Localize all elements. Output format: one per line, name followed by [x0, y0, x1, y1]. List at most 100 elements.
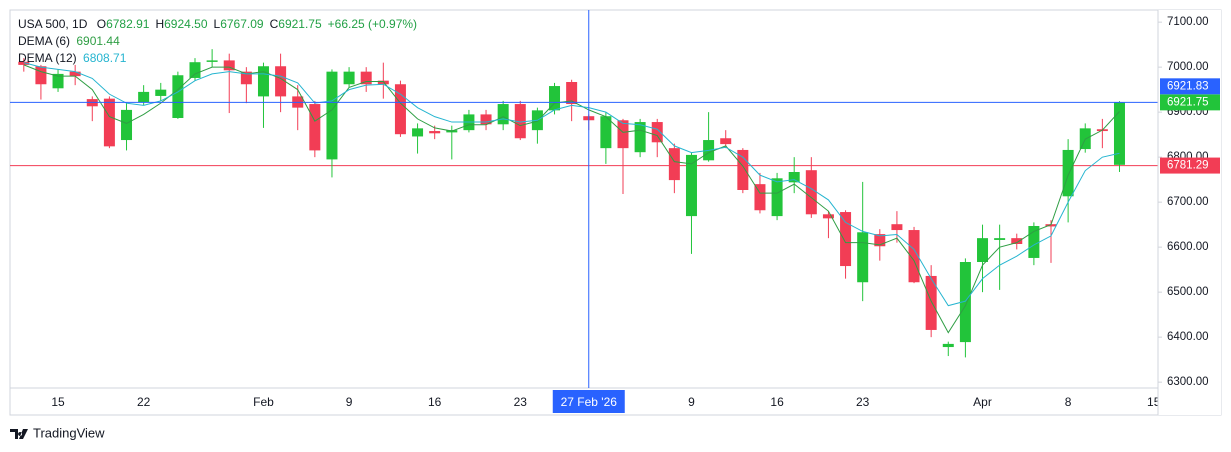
candle-body — [1011, 238, 1023, 244]
x-tick-label: 23 — [856, 395, 870, 409]
candle-body — [257, 66, 269, 97]
x-tick-label: 9 — [346, 395, 353, 409]
legend-name: DEMA (6) — [18, 34, 71, 48]
x-tick-label: 15 — [1147, 395, 1161, 409]
y-tick-label: 6300.00 — [1167, 376, 1209, 388]
crosshair-date-box — [552, 390, 625, 413]
candle-body — [874, 234, 886, 247]
legend-value: 6808.71 — [83, 51, 127, 65]
candle-body — [360, 71, 372, 85]
ohlc-value: 6767.09 — [220, 17, 264, 31]
candle-body — [69, 71, 81, 77]
x-tick-label: 16 — [428, 395, 442, 409]
y-tick-label: 6700.00 — [1167, 196, 1209, 208]
candle-body — [651, 122, 663, 143]
candle-body — [103, 98, 115, 147]
dema-line — [23, 62, 1120, 307]
x-tick-label: 9 — [688, 395, 695, 409]
candle-body — [326, 71, 338, 160]
candle-body — [959, 262, 971, 343]
candle-body — [275, 66, 287, 97]
candle-body — [35, 66, 47, 85]
ohlc-value: 6921.75 — [278, 17, 322, 31]
candle-body — [52, 73, 64, 89]
crosshair-price-label: 6921.83 — [1167, 80, 1209, 92]
price-axis-panel — [1158, 10, 1221, 415]
candle-body — [1113, 102, 1125, 165]
candle-body — [138, 91, 150, 103]
candle-body — [18, 61, 30, 65]
candle-body — [394, 84, 406, 135]
candle-body — [1062, 149, 1074, 197]
candle-body — [908, 230, 920, 283]
ohlc-key: O — [96, 17, 107, 31]
legend-entry: DEMA (6) 6901.44 — [18, 34, 123, 48]
prev-close-label: 6781.29 — [1167, 160, 1209, 172]
candle-body — [600, 116, 612, 149]
candle-body — [737, 149, 749, 190]
candle-body — [343, 71, 355, 85]
candle-body — [617, 120, 629, 149]
x-tick-label: Feb — [253, 395, 274, 409]
legend-entry: DEMA (12) 6808.71 — [18, 51, 129, 65]
last-price-label-box — [1160, 94, 1220, 111]
candle-body — [155, 89, 167, 96]
last-price-label: 6921.75 — [1167, 96, 1209, 108]
candle-body — [412, 128, 424, 137]
candle-body — [206, 60, 218, 62]
candle-body — [514, 104, 526, 139]
crosshair-date: 27 Feb '26 — [561, 395, 618, 409]
candle-body — [668, 148, 680, 181]
candle-body — [720, 138, 732, 145]
symbol: USA 500, 1D — [18, 17, 88, 31]
candle-body — [685, 154, 697, 217]
candle-body — [942, 343, 954, 348]
y-tick-label: 6600.00 — [1167, 241, 1209, 253]
candle-body — [429, 131, 441, 134]
candle-body — [240, 71, 252, 85]
prev-close-label-box — [1160, 157, 1220, 174]
brand: TradingView — [33, 425, 105, 440]
x-tick-label: 8 — [1065, 395, 1072, 409]
x-tick-label: 23 — [514, 395, 528, 409]
y-tick-label: 6500.00 — [1167, 286, 1209, 298]
ohlc-key: L — [213, 17, 221, 31]
dema-line — [23, 64, 1120, 334]
candle-body — [172, 75, 184, 118]
candle-body — [822, 214, 834, 219]
header-line: USA 500, 1D O6782.91 H6924.50 L6767.09 C692… — [18, 17, 423, 31]
candle-body — [1028, 226, 1040, 258]
legend-name: DEMA (12) — [18, 51, 77, 65]
change: +66.25 (+0.97%) — [327, 17, 418, 31]
candle-body — [994, 238, 1006, 240]
candle-body — [377, 80, 389, 85]
ohlc-key: C — [269, 17, 279, 31]
ohlc-value: 6924.50 — [164, 17, 208, 31]
candle-body — [549, 86, 561, 111]
y-tick-label: 7000.00 — [1167, 61, 1209, 73]
candle-body — [977, 238, 989, 262]
candle-body — [754, 184, 766, 211]
x-tick-label: Apr — [973, 395, 992, 409]
candle-body — [771, 178, 783, 217]
crosshair-price-label-box — [1160, 78, 1220, 95]
candle-body — [223, 60, 235, 71]
candle-body — [891, 224, 903, 231]
candle-body — [309, 104, 321, 151]
candle-body — [925, 275, 937, 330]
candle-body — [788, 172, 800, 183]
candle-body — [566, 82, 578, 105]
x-tick-label: 16 — [770, 395, 784, 409]
candle-body — [634, 122, 646, 153]
ohlc-value: 6782.91 — [106, 17, 150, 31]
candle-body — [480, 114, 492, 125]
x-tick-label: 22 — [137, 395, 151, 409]
plot-area: 15 22 Feb 9 16 23 9 16 23 Apr 8 15 27 Feb '26 — [10, 10, 1161, 413]
ohlc-key: H — [155, 17, 165, 31]
price-axis: 6300.006400.006500.006600.006700.006800.… — [1158, 16, 1220, 388]
logo: TradingView — [10, 425, 105, 440]
candle-body — [857, 232, 869, 283]
candle-body — [497, 104, 509, 125]
